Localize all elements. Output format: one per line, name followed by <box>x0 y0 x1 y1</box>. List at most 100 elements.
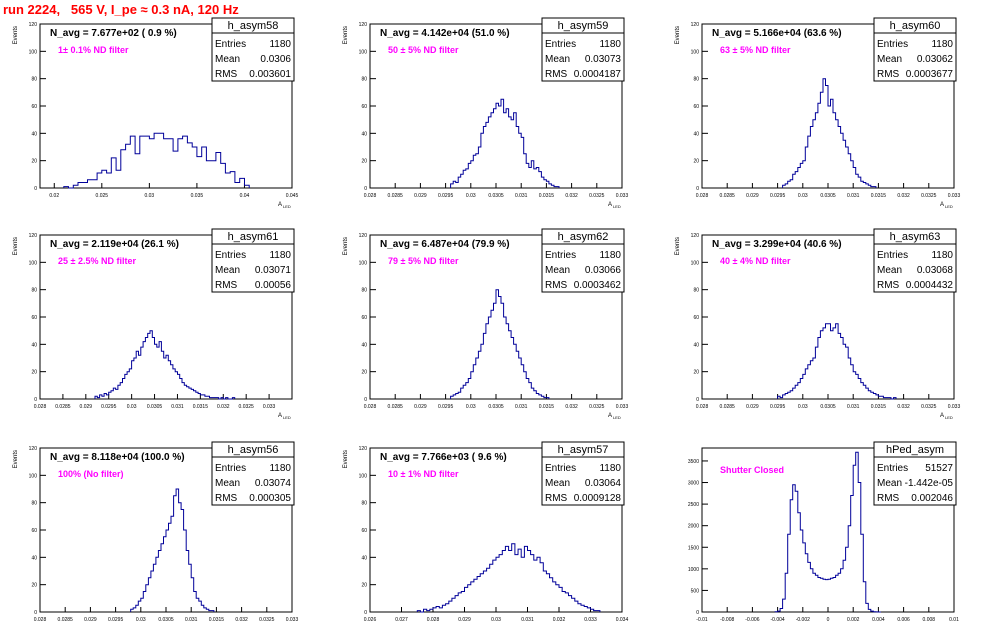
y-axis-label: Events <box>13 450 19 468</box>
histogram-series <box>63 132 250 189</box>
x-tick-label: 0.0295 <box>770 193 786 199</box>
x-tick-label: 0.033 <box>948 193 961 199</box>
x-tick-label: 0.01 <box>949 617 959 622</box>
y-tick-label: 60 <box>31 104 37 110</box>
x-tick-label: 0.03 <box>127 404 137 410</box>
y-tick-label: 100 <box>29 49 38 55</box>
histogram-series <box>130 488 215 612</box>
x-tick-label: 0.0295 <box>101 404 117 410</box>
y-axis-label: Events <box>343 26 349 44</box>
x-tick-label: 0.032 <box>565 193 578 199</box>
header-background <box>371 236 539 250</box>
stats-value-rms: 0.0004187 <box>574 69 622 80</box>
histogram-title: h_asym59 <box>558 20 609 32</box>
stats-value-rms: 0.002046 <box>911 493 953 504</box>
y-tick-label: 120 <box>359 233 368 239</box>
stats-value-mean: 0.03071 <box>255 265 292 276</box>
y-tick-label: 60 <box>31 315 37 321</box>
histogram-series <box>777 323 897 400</box>
stats-box <box>873 32 957 82</box>
histogram-series <box>450 289 550 399</box>
x-axis-label: A <box>608 413 612 419</box>
x-tick-label: 0.026 <box>364 617 377 622</box>
x-tick-label: 0.028 <box>364 404 377 410</box>
stats-label-mean: Mean <box>877 478 902 489</box>
x-axis-label-subscript: LED <box>945 415 953 420</box>
y-tick-label: 40 <box>361 342 367 348</box>
x-tick-label: 0.032 <box>897 193 910 199</box>
stats-label-mean: Mean <box>877 54 902 65</box>
n-avg-header: N_avg = 7.677e+02 ( 0.9 %) <box>50 28 177 39</box>
y-axis-label: Events <box>343 237 349 255</box>
y-axis-label: Events <box>343 450 349 468</box>
stats-label-mean: Mean <box>545 54 570 65</box>
y-tick-label: 40 <box>693 342 699 348</box>
x-tick-label: -0.004 <box>771 617 785 622</box>
y-tick-label: 60 <box>693 315 699 321</box>
x-tick-label: 0.0325 <box>921 193 937 199</box>
y-tick-label: 20 <box>361 583 367 589</box>
x-tick-label: 0.006 <box>897 617 910 622</box>
x-tick-label: 0.033 <box>948 404 961 410</box>
x-tick-label: 0.0325 <box>259 617 275 622</box>
stats-label-entries: Entries <box>545 463 576 474</box>
stats-value-mean: 0.0306 <box>260 54 291 65</box>
x-axis-label: A <box>608 202 612 208</box>
stats-label-mean: Mean <box>545 265 570 276</box>
histogram-title: hPed_asym <box>886 444 944 456</box>
x-tick-label: 0.0315 <box>539 193 555 199</box>
x-axis-label-subscript: LED <box>283 415 291 420</box>
y-tick-label: 100 <box>29 260 38 266</box>
stats-label-mean: Mean <box>877 265 902 276</box>
x-tick-label: 0.028 <box>696 404 709 410</box>
x-tick-label: 0.0305 <box>158 617 174 622</box>
x-axis-label: A <box>940 202 944 208</box>
x-tick-label: 0.033 <box>616 193 629 199</box>
x-tick-label: 0.0315 <box>871 193 887 199</box>
x-tick-label: 0.028 <box>34 404 47 410</box>
y-tick-label: 100 <box>691 49 700 55</box>
x-tick-label: 0.0325 <box>589 404 605 410</box>
stats-label-entries: Entries <box>877 39 908 50</box>
filter-annotation: 40 ± 4% ND filter <box>720 256 791 266</box>
x-tick-label: 0.0285 <box>388 404 404 410</box>
y-tick-label: 0 <box>364 397 367 403</box>
n-avg-header: N_avg = 2.119e+04 (26.1 %) <box>50 239 179 250</box>
x-tick-label: 0.029 <box>746 193 759 199</box>
x-tick-label: 0 <box>827 617 830 622</box>
x-tick-label: 0.031 <box>847 193 860 199</box>
x-tick-label: -0.01 <box>696 617 708 622</box>
y-tick-label: 20 <box>361 159 367 165</box>
filter-annotation: 25 ± 2.5% ND filter <box>58 256 136 266</box>
stats-value-entries: 1180 <box>931 250 953 261</box>
filter-annotation: Shutter Closed <box>720 465 784 475</box>
y-axis-label: Events <box>675 26 681 44</box>
y-axis-label: Events <box>13 237 19 255</box>
n-avg-header: N_avg = 5.166e+04 (63.6 %) <box>712 28 842 39</box>
stats-label-rms: RMS <box>215 69 238 80</box>
stats-label-entries: Entries <box>215 39 246 50</box>
stats-label-rms: RMS <box>215 280 238 291</box>
x-tick-label: -0.006 <box>745 617 759 622</box>
y-tick-label: 60 <box>361 528 367 534</box>
y-tick-label: 0 <box>696 397 699 403</box>
x-tick-label: 0.032 <box>897 404 910 410</box>
y-tick-label: 80 <box>361 77 367 83</box>
x-tick-label: 0.04 <box>240 193 250 199</box>
n-avg-header: N_avg = 7.766e+03 ( 9.6 %) <box>380 452 507 463</box>
histogram-panel-h_asym56: 0 20 40 60 80 100 120 0.028 0.0285 0.029 0.0295 0.0… <box>13 441 298 622</box>
x-tick-label: 0.029 <box>80 404 93 410</box>
y-tick-label: 2000 <box>688 524 699 530</box>
x-tick-label: 0.027 <box>395 617 408 622</box>
y-tick-label: 80 <box>693 77 699 83</box>
histogram-panel-hPed_asym: 0 500 1000 1500 2000 2500 3000 3500 -0.01 -0.008 -… <box>688 441 959 622</box>
y-tick-label: 80 <box>31 288 37 294</box>
y-tick-label: 0 <box>696 610 699 616</box>
x-tick-label: 0.02 <box>49 193 59 199</box>
stats-value-mean: 0.03064 <box>585 478 622 489</box>
stats-label-rms: RMS <box>877 280 900 291</box>
stats-label-mean: Mean <box>215 478 240 489</box>
stats-label-rms: RMS <box>545 69 568 80</box>
histogram-panel-h_asym58: 0 20 40 60 80 100 120 0.02 0.025 0.03 0.035 0.04 0.0… <box>13 17 298 209</box>
n-avg-header: N_avg = 4.142e+04 (51.0 %) <box>380 28 510 39</box>
